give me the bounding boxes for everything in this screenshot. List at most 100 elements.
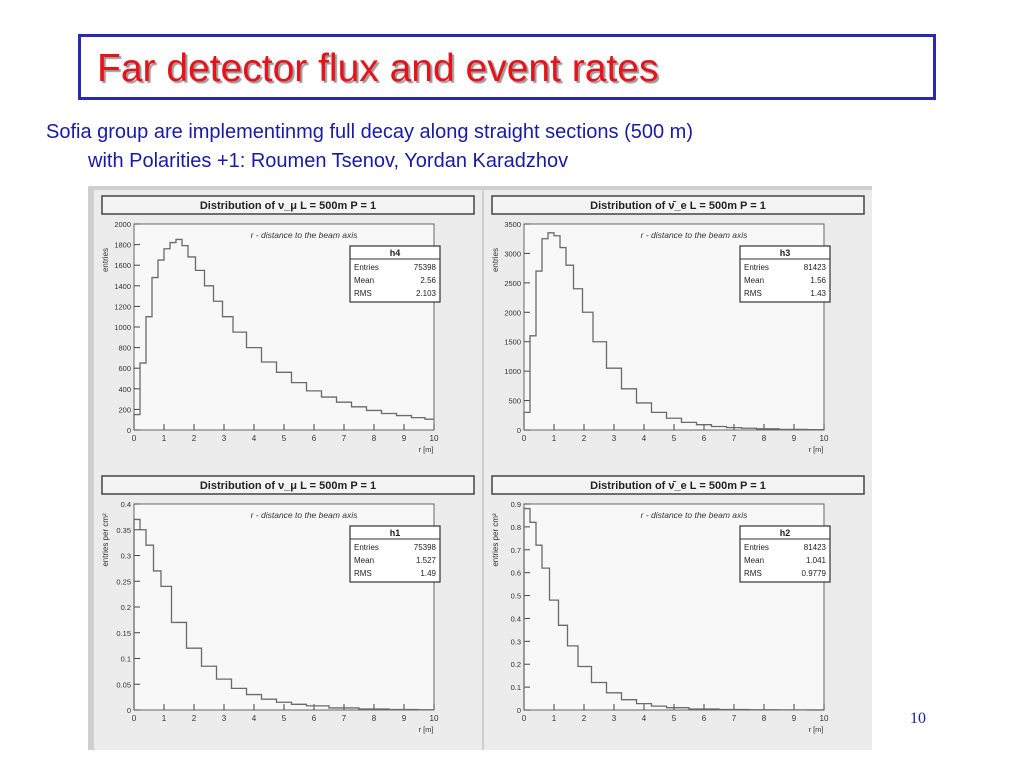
title-box: Far detector flux and event rates: [78, 34, 936, 100]
x-tick-label: 2: [192, 434, 197, 443]
stats-value: 81423: [804, 263, 827, 272]
y-tick-label: 0.1: [511, 683, 521, 692]
stats-value: 81423: [804, 543, 827, 552]
x-tick-label: 6: [702, 714, 707, 723]
y-tick-label: 3500: [504, 220, 521, 229]
y-tick-label: 400: [118, 385, 131, 394]
stats-key: Mean: [744, 276, 764, 285]
x-tick-label: 9: [792, 434, 797, 443]
stats-key: RMS: [744, 569, 762, 578]
x-tick-label: 8: [762, 714, 767, 723]
x-tick-label: 5: [282, 714, 287, 723]
y-tick-label: 1600: [114, 261, 131, 270]
x-tick-label: 6: [312, 434, 317, 443]
stats-value: 0.9779: [802, 569, 827, 578]
y-tick-label: 3000: [504, 249, 521, 258]
y-tick-label: 2000: [114, 220, 131, 229]
y-tick-label: 0: [127, 426, 131, 435]
x-tick-label: 3: [612, 714, 617, 723]
x-tick-label: 4: [642, 714, 647, 723]
chart-annotation: r - distance to the beam axis: [641, 510, 749, 520]
y-tick-label: 0.15: [116, 629, 131, 638]
y-tick-label: 0.3: [121, 552, 131, 561]
stats-name: h2: [780, 528, 791, 538]
x-tick-label: 9: [792, 714, 797, 723]
stats-value: 75398: [414, 263, 437, 272]
chart-title-box: [491, 195, 865, 215]
stats-value: 1.041: [806, 556, 827, 565]
x-tick-label: 1: [162, 714, 167, 723]
y-tick-label: 1800: [114, 241, 131, 250]
x-tick-label: 1: [162, 434, 167, 443]
y-tick-label: 0.3: [511, 637, 521, 646]
stats-value: 1.49: [420, 569, 436, 578]
histogram-h3: Distribution of ν̄_e L = 500m P = 1 entri…: [491, 195, 865, 454]
stats-box: [739, 525, 831, 583]
x-tick-label: 5: [282, 434, 287, 443]
y-tick-label: 0: [127, 706, 131, 715]
x-tick-label: 8: [762, 434, 767, 443]
x-tick-label: 8: [372, 714, 377, 723]
panel-h3: Distribution of ν̄_e L = 500m P = 1 entri…: [484, 190, 872, 470]
x-tick-label: 7: [732, 714, 737, 723]
x-tick-label: 7: [342, 434, 347, 443]
stats-box: [349, 525, 441, 583]
stats-value: 75398: [414, 543, 437, 552]
y-tick-label: 800: [118, 344, 131, 353]
x-axis-label: r [m]: [419, 725, 434, 734]
x-tick-label: 10: [820, 434, 829, 443]
x-axis-label: r [m]: [419, 445, 434, 454]
chart-annotation: r - distance to the beam axis: [251, 230, 359, 240]
x-tick-label: 4: [252, 714, 257, 723]
stats-name: h4: [390, 248, 401, 258]
y-tick-label: 500: [508, 397, 521, 406]
chart-annotation: r - distance to the beam axis: [641, 230, 749, 240]
chart-title: Distribution of ν̄_e L = 500m P = 1: [590, 480, 766, 492]
x-tick-label: 4: [642, 434, 647, 443]
y-tick-label: 0.05: [116, 680, 131, 689]
x-tick-label: 3: [612, 434, 617, 443]
y-tick-label: 200: [118, 405, 131, 414]
x-tick-label: 5: [672, 714, 677, 723]
stats-key: Entries: [744, 543, 769, 552]
x-tick-label: 1: [552, 714, 557, 723]
x-tick-label: 2: [582, 714, 587, 723]
y-axis-label: entries per cm²: [491, 513, 500, 567]
chart-title-box: [491, 475, 865, 495]
panel-h1: Distribution of ν_μ L = 500m P = 1 entrie…: [94, 470, 482, 750]
slide-title: Far detector flux and event rates: [97, 47, 659, 90]
subtitle-line-1: Sofia group are implementinmg full decay…: [46, 121, 693, 143]
histogram-h2: Distribution of ν̄_e L = 500m P = 1 entri…: [491, 475, 865, 734]
histogram-h4: Distribution of ν_μ L = 500m P = 1 entrie…: [101, 195, 475, 454]
x-tick-label: 4: [252, 434, 257, 443]
x-tick-label: 0: [132, 434, 137, 443]
y-tick-label: 0: [517, 706, 521, 715]
histogram-line: [523, 507, 824, 711]
x-tick-label: 2: [582, 434, 587, 443]
x-tick-label: 2: [192, 714, 197, 723]
x-axis-label: r [m]: [809, 725, 824, 734]
chart-title-box: [101, 475, 475, 495]
histogram-line: [523, 232, 824, 431]
histogram-line: [133, 518, 434, 711]
histogram-h1: Distribution of ν_μ L = 500m P = 1 entrie…: [101, 475, 475, 734]
y-axis-label: entries per cm²: [101, 513, 110, 567]
y-tick-label: 0.9: [511, 500, 521, 509]
subtitle-line-2: with Polarities +1: Roumen Tsenov, Yorda…: [88, 150, 569, 172]
stats-box: [349, 245, 441, 303]
y-tick-label: 0.8: [511, 523, 521, 532]
x-tick-label: 7: [342, 714, 347, 723]
stats-box: [739, 245, 831, 303]
x-axis-label: r [m]: [809, 445, 824, 454]
histogram-figure: Distribution of ν_μ L = 500m P = 1 entrie…: [88, 186, 872, 750]
stats-value: 1.43: [810, 289, 826, 298]
x-tick-label: 10: [430, 434, 439, 443]
stats-key: Mean: [354, 556, 374, 565]
x-tick-label: 0: [522, 714, 527, 723]
x-tick-label: 3: [222, 714, 227, 723]
y-tick-label: 0.35: [116, 526, 131, 535]
y-tick-label: 1000: [114, 323, 131, 332]
stats-key: RMS: [354, 289, 372, 298]
y-tick-label: 0.2: [511, 660, 521, 669]
histogram-line: [133, 238, 434, 430]
